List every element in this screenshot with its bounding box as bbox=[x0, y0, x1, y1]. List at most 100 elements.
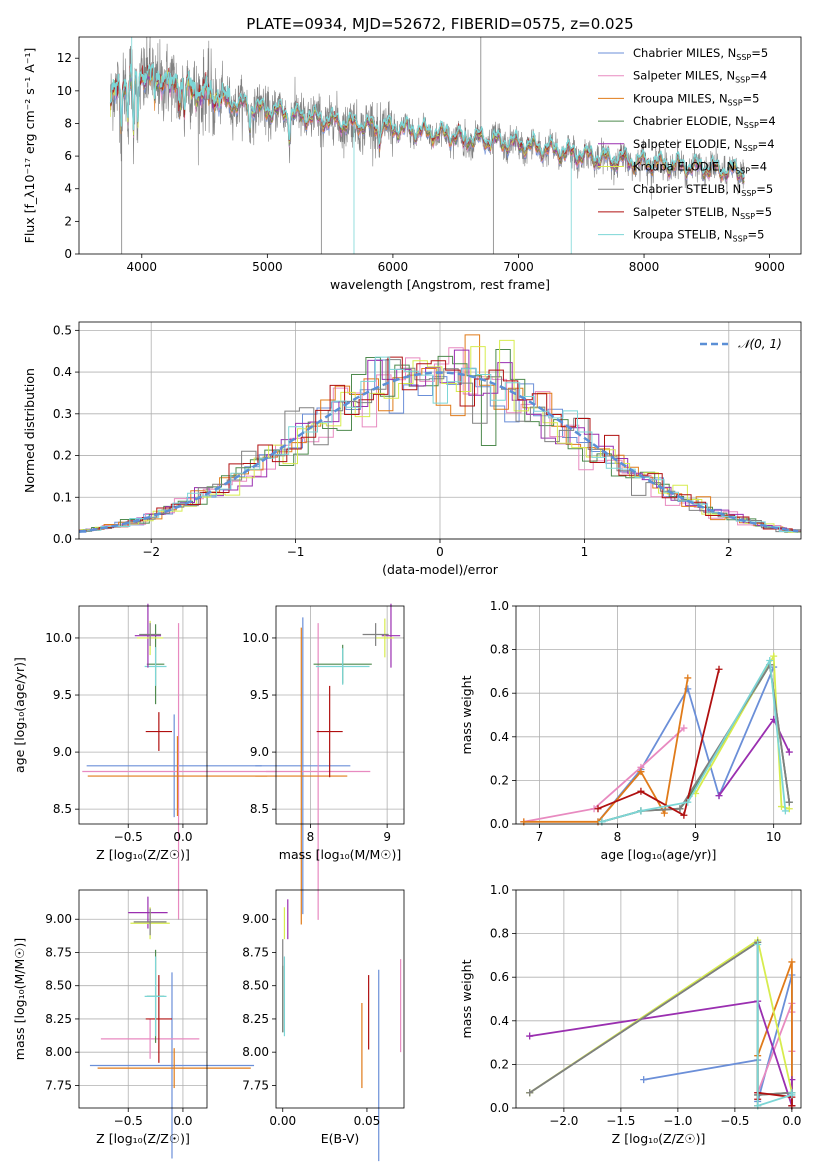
y-tick-label: 0.0 bbox=[53, 532, 72, 546]
x-tick-label: 10 bbox=[766, 830, 781, 844]
errorbar-point bbox=[145, 975, 172, 1063]
series-marker bbox=[684, 674, 692, 682]
axes-frame bbox=[78, 605, 208, 825]
errorbar-point bbox=[86, 714, 262, 818]
series-marker bbox=[785, 798, 793, 806]
series-marker bbox=[680, 811, 688, 819]
axes-frame bbox=[515, 605, 802, 825]
x-tick-label: 0.0 bbox=[173, 830, 192, 844]
errorbar-point bbox=[87, 736, 268, 817]
y-tick-label: 7.75 bbox=[242, 1078, 269, 1092]
y-axis-label: mass [log₁₀(M/M☉)] bbox=[12, 938, 27, 1060]
x-axis-label: Z [log₁₀(Z/Z☉)] bbox=[96, 847, 190, 862]
series-marker bbox=[788, 1089, 796, 1097]
legend-count: =4 bbox=[750, 69, 767, 83]
y-tick-label: 9.00 bbox=[45, 912, 72, 926]
errorbar-point bbox=[266, 623, 371, 920]
x-tick-label: −1.5 bbox=[606, 1114, 635, 1128]
x-tick-label: 1 bbox=[581, 545, 589, 559]
x-tick-label: 0.0 bbox=[782, 1114, 801, 1128]
legend-label: Chabrier MILES, N bbox=[633, 46, 736, 60]
y-tick-label: 8.25 bbox=[242, 1012, 269, 1026]
panel-mass_vs_Z: −0.5 0.0 7.75 8.00 8.25 8.50 8.75 9.00 Z [log₁₀(… bbox=[12, 889, 255, 1159]
legend-entry: Kroupa STELIB, NSSP=5 bbox=[633, 228, 764, 244]
y-tick-label: 8.50 bbox=[45, 979, 72, 993]
legend-label: Salpeter STELIB, N bbox=[633, 205, 740, 219]
legend-subscript: SSP bbox=[736, 53, 751, 62]
y-tick-label: 0.6 bbox=[490, 970, 509, 984]
legend-subscript: SSP bbox=[744, 121, 759, 130]
legend-label: Kroupa STELIB, N bbox=[633, 228, 733, 242]
panel-mass_vs_ebv: 0.00 0.05 7.75 8.00 8.25 8.50 8.75 9.00 E(B-V) bbox=[242, 889, 405, 1162]
y-tick-label: 1.0 bbox=[490, 599, 509, 613]
series-marker bbox=[785, 805, 793, 813]
x-tick-label: 0.0 bbox=[173, 1114, 192, 1128]
y-tick-label: 0.5 bbox=[53, 323, 72, 337]
errorbar-point bbox=[134, 603, 162, 668]
y-tick-label: 0.0 bbox=[490, 1101, 509, 1115]
model-line-kroupa-stelib bbox=[109, 63, 745, 179]
x-tick-label: 9000 bbox=[754, 260, 785, 274]
y-tick-label: 0.6 bbox=[490, 686, 509, 700]
y-tick-label: 0.2 bbox=[53, 449, 72, 463]
x-tick-label: 6000 bbox=[378, 260, 409, 274]
legend-entry: Chabrier MILES, NSSP=5 bbox=[633, 46, 768, 62]
x-tick-label: 0.05 bbox=[354, 1114, 381, 1128]
errorbar-point bbox=[100, 1018, 200, 1059]
series-marker bbox=[715, 792, 723, 800]
y-axis-label: age [log₁₀(age/yr)] bbox=[12, 657, 27, 773]
x-tick-label: 8000 bbox=[629, 260, 660, 274]
x-tick-label: −1.0 bbox=[663, 1114, 692, 1128]
axes-frame bbox=[275, 889, 405, 1109]
y-tick-label: 2 bbox=[64, 214, 72, 228]
legend-entry: Salpeter STELIB, NSSP=5 bbox=[633, 205, 772, 221]
y-axis-label: Flux [f_λ10⁻¹⁷ erg cm⁻² s⁻¹ A⁻¹] bbox=[22, 48, 37, 244]
y-tick-label: 8.50 bbox=[242, 979, 269, 993]
plot-area bbox=[282, 899, 402, 1162]
x-axis-label: mass [log₁₀(M/M☉)] bbox=[279, 847, 401, 862]
y-tick-label: 7.75 bbox=[45, 1078, 72, 1092]
y-tick-label: 9.00 bbox=[242, 912, 269, 926]
series-marker bbox=[637, 787, 645, 795]
axes-frame bbox=[275, 605, 405, 825]
legend-label: Salpeter MILES, N bbox=[633, 69, 735, 83]
x-tick-label: −1 bbox=[287, 545, 305, 559]
legend-subscript: SSP bbox=[735, 76, 750, 85]
series-marker bbox=[766, 657, 774, 664]
series-line bbox=[523, 727, 685, 823]
series-marker bbox=[754, 941, 762, 948]
histogram-line bbox=[82, 359, 801, 533]
x-tick-label: 0 bbox=[436, 545, 444, 559]
errorbar-point bbox=[82, 623, 275, 920]
x-axis-label: E(B-V) bbox=[321, 1131, 360, 1146]
legend-entry: Salpeter ELODIE, NSSP=4 bbox=[633, 137, 775, 153]
x-tick-label: −2.0 bbox=[549, 1114, 578, 1128]
y-tick-label: 4 bbox=[64, 182, 72, 196]
plot-area bbox=[526, 936, 796, 1110]
x-tick-label: 7 bbox=[536, 830, 544, 844]
y-tick-label: 8.5 bbox=[53, 802, 72, 816]
y-tick-label: 1.0 bbox=[490, 883, 509, 897]
axes-frame bbox=[78, 889, 208, 1109]
y-tick-label: 6 bbox=[64, 149, 72, 163]
x-tick-label: 9 bbox=[692, 830, 700, 844]
series-marker bbox=[676, 805, 684, 813]
y-tick-label: 12 bbox=[57, 51, 72, 65]
panel-age_vs_mass: 8 9 8.5 9.0 9.5 10.0 mass [log₁₀(M/M☉)] bbox=[242, 603, 405, 925]
series-marker bbox=[781, 807, 789, 815]
y-tick-label: 9.5 bbox=[53, 688, 72, 702]
legend-label: Chabrier STELIB, N bbox=[633, 182, 741, 196]
series-marker bbox=[526, 1032, 534, 1040]
y-tick-label: 8.00 bbox=[242, 1045, 269, 1059]
x-tick-label: 5000 bbox=[252, 260, 283, 274]
legend-entry: Kroupa ELODIE, NSSP=4 bbox=[633, 160, 767, 176]
series-marker bbox=[788, 958, 796, 966]
series-kroupa-miles bbox=[520, 674, 692, 826]
series-marker bbox=[684, 798, 692, 806]
series-marker bbox=[777, 803, 785, 811]
plot-area bbox=[255, 603, 401, 925]
legend-label: 𝒩(0, 1) bbox=[738, 337, 782, 351]
histogram-line bbox=[79, 349, 801, 533]
y-tick-label: 10.0 bbox=[242, 631, 269, 645]
